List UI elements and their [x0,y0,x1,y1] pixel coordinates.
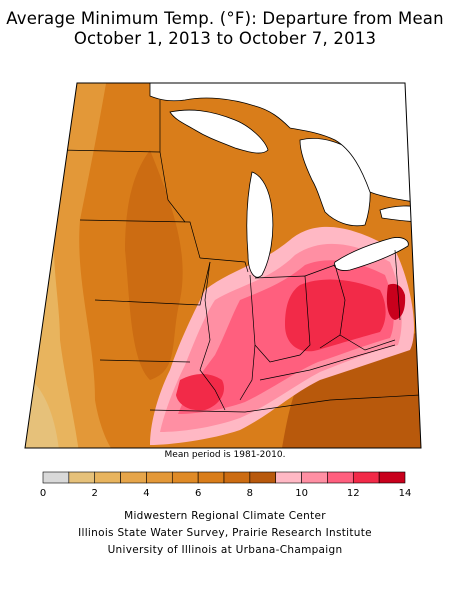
legend-bin-6 [197,471,225,484]
map-title-line-1: Average Minimum Temp. (°F): Departure fr… [6,9,444,28]
map-frame [24,82,422,449]
state-borders [59,100,421,413]
deep-red-core-west [176,374,225,411]
legend-bin-2 [94,471,121,484]
legend-tick-label: 12 [347,488,360,499]
legend-bin-3 [120,471,147,484]
legend-bin-10 [301,471,328,484]
legend-tick-label: 2 [92,488,98,499]
legend-bin-9 [275,471,302,484]
mean-period-note: Mean period is 1981-2010. [164,450,286,460]
map-title-line-2: October 1, 2013 to October 7, 2013 [73,29,377,48]
legend-bin-12 [352,471,380,484]
legend-bin-4 [146,471,173,484]
legend-tick-label: 8 [247,488,253,499]
departure-map [24,82,422,449]
legend-bin-1 [68,471,96,484]
credit-uiuc: University of Illinois at Urbana-Champai… [107,544,343,556]
lake-superior [169,109,269,154]
legend-bin-0 [42,471,70,484]
canada-region [149,83,421,206]
credit-isws: Illinois State Water Survey, Prairie Res… [78,527,372,539]
legend-bin-7 [223,471,251,484]
legend-tick-label: 10 [295,488,308,499]
lake-erie [333,237,409,271]
legend-tick-label: 6 [195,488,201,499]
legend-bin-11 [327,471,354,484]
legend-tick-label: 0 [40,488,46,499]
midwest-dark-band [125,150,183,380]
credit-mrcc: Midwestern Regional Climate Center [124,510,326,522]
legend-bin-5 [171,471,199,484]
east-dark-zone [280,330,421,448]
max-anomaly-core [386,283,406,320]
legend-tick-label: 4 [143,488,149,499]
legend-bin-13 [378,471,406,484]
lake-michigan [246,171,274,278]
legend-tick-label: 14 [399,488,412,499]
legend-bin-8 [249,471,277,484]
color-legend: 0 2 4 6 8 10 12 14 [40,471,412,499]
deep-red-core [285,279,386,352]
